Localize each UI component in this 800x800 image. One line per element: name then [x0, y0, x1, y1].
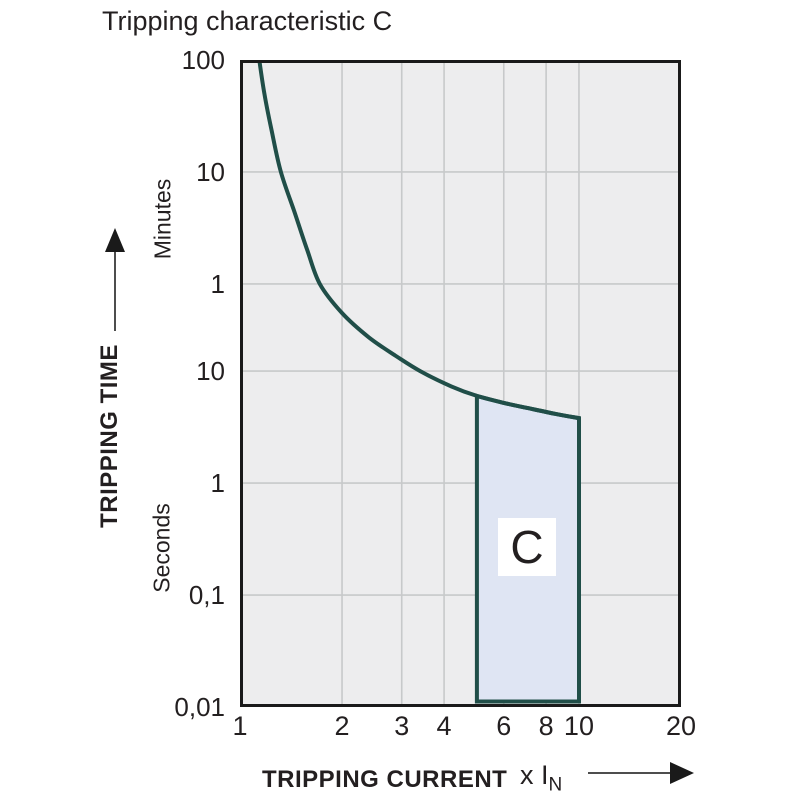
x-axis-arrow-icon — [670, 762, 694, 784]
y-tick-label-10-minutes: 10 — [196, 156, 225, 187]
y-tick-label-0_01-seconds: 0,01 — [174, 692, 225, 722]
y-axis-arrow-line — [114, 251, 116, 331]
x-axis-multiplier: x IN — [520, 760, 562, 796]
x-axis-arrow-line — [588, 772, 672, 774]
x-axis-title: TRIPPING CURRENT — [262, 766, 508, 793]
x-tick-label-6: 6 — [496, 711, 512, 741]
tripping-curve-chart — [240, 60, 681, 707]
x-tick-label-8: 8 — [538, 711, 554, 741]
y-axis-arrow-icon — [105, 228, 125, 252]
plot-background — [240, 60, 681, 707]
x-tick-label-2: 2 — [334, 711, 350, 741]
chart-title: Tripping characteristic C — [102, 6, 393, 36]
y-tick-label-1-minutes: 1 — [210, 268, 225, 299]
x-tick-label-1: 1 — [232, 711, 248, 741]
x-axis-multiplier-prefix: x I — [520, 760, 549, 790]
y-axis-unit-seconds: Seconds — [148, 503, 175, 593]
tripping-curve — [257, 60, 581, 421]
y-axis-unit-minutes: Minutes — [149, 178, 176, 260]
plot-border — [240, 60, 681, 707]
region-c-label: C — [510, 521, 544, 573]
x-tick-label-20: 20 — [665, 711, 697, 741]
x-tick-label-3: 3 — [394, 711, 410, 741]
y-tick-label-10-seconds: 10 — [196, 356, 225, 387]
y-tick-label-0_1-seconds: 0,1 — [188, 580, 225, 611]
plot-area — [240, 60, 681, 707]
y-axis-title: TRIPPING TIME — [96, 344, 123, 528]
y-tick-label-100-minutes: 100 — [181, 45, 225, 75]
x-tick-label-10: 10 — [563, 711, 594, 741]
y-tick-label-1-seconds: 1 — [210, 468, 225, 499]
region-c-label-box: C — [498, 518, 556, 576]
x-tick-label-4: 4 — [436, 711, 452, 741]
x-axis-multiplier-subscript: N — [548, 774, 563, 796]
